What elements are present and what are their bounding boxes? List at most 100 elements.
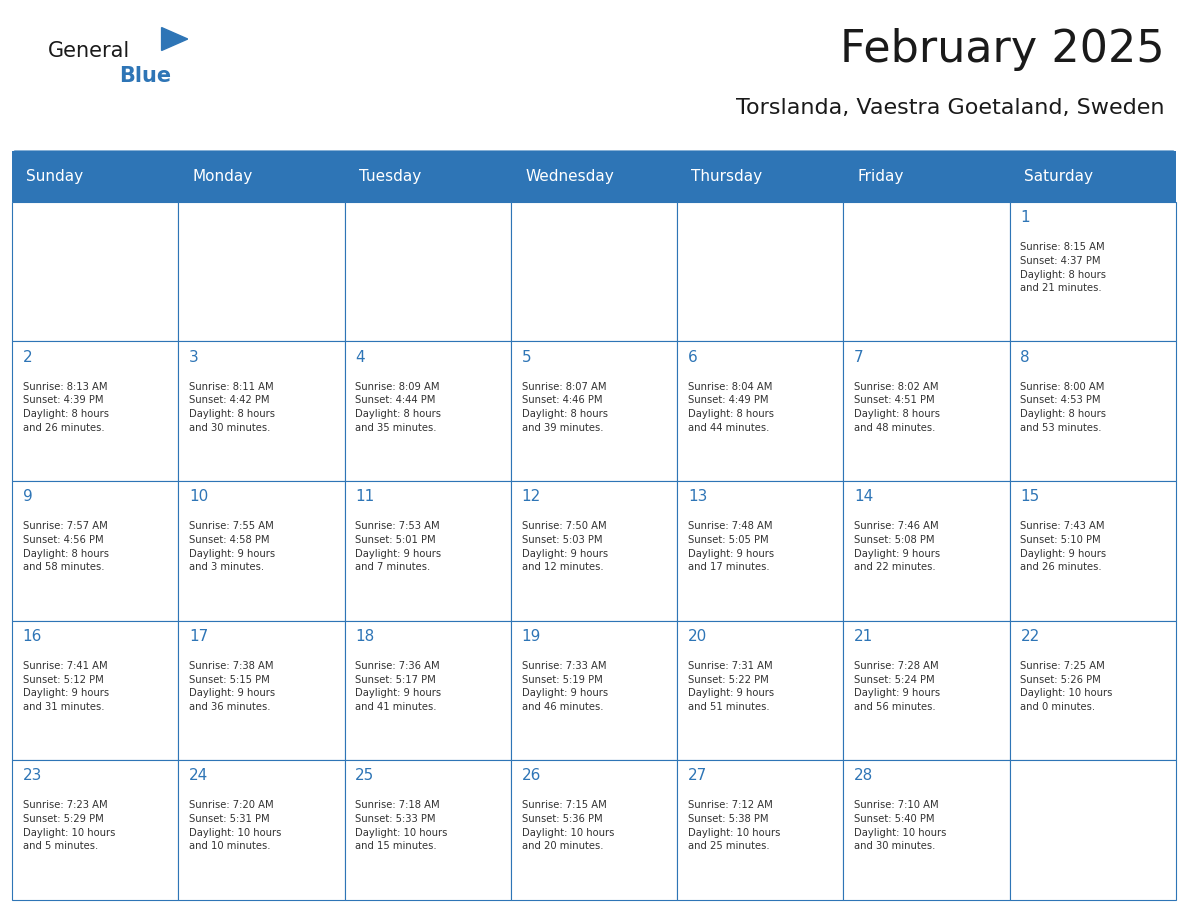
- Bar: [345, 151, 511, 202]
- Bar: [677, 621, 843, 760]
- Text: Sunrise: 7:55 AM
Sunset: 4:58 PM
Daylight: 9 hours
and 3 minutes.: Sunrise: 7:55 AM Sunset: 4:58 PM Dayligh…: [189, 521, 274, 572]
- Bar: [843, 151, 1010, 202]
- Bar: [12, 151, 178, 202]
- Bar: [1010, 151, 1176, 202]
- Text: 18: 18: [355, 629, 374, 644]
- Bar: [677, 151, 843, 202]
- Text: Sunrise: 8:11 AM
Sunset: 4:42 PM
Daylight: 8 hours
and 30 minutes.: Sunrise: 8:11 AM Sunset: 4:42 PM Dayligh…: [189, 382, 274, 432]
- Bar: [12, 202, 178, 341]
- Text: Sunrise: 7:20 AM
Sunset: 5:31 PM
Daylight: 10 hours
and 10 minutes.: Sunrise: 7:20 AM Sunset: 5:31 PM Dayligh…: [189, 800, 282, 851]
- Text: Blue: Blue: [119, 66, 171, 86]
- Text: 17: 17: [189, 629, 208, 644]
- Text: 10: 10: [189, 489, 208, 504]
- Bar: [511, 202, 677, 341]
- Bar: [178, 760, 345, 900]
- Text: 9: 9: [23, 489, 32, 504]
- Bar: [843, 202, 1010, 341]
- Text: 28: 28: [854, 768, 873, 783]
- Text: General: General: [48, 41, 129, 62]
- Bar: [843, 481, 1010, 621]
- Text: Sunrise: 7:41 AM
Sunset: 5:12 PM
Daylight: 9 hours
and 31 minutes.: Sunrise: 7:41 AM Sunset: 5:12 PM Dayligh…: [23, 661, 108, 711]
- Text: 19: 19: [522, 629, 541, 644]
- Text: 8: 8: [1020, 350, 1030, 364]
- Text: 11: 11: [355, 489, 374, 504]
- Text: Saturday: Saturday: [1024, 169, 1093, 185]
- Text: Sunrise: 8:02 AM
Sunset: 4:51 PM
Daylight: 8 hours
and 48 minutes.: Sunrise: 8:02 AM Sunset: 4:51 PM Dayligh…: [854, 382, 940, 432]
- Bar: [12, 481, 178, 621]
- Text: 6: 6: [688, 350, 697, 364]
- Text: 23: 23: [23, 768, 42, 783]
- Bar: [12, 341, 178, 481]
- Bar: [1010, 202, 1176, 341]
- Text: 13: 13: [688, 489, 707, 504]
- Text: Sunrise: 7:33 AM
Sunset: 5:19 PM
Daylight: 9 hours
and 46 minutes.: Sunrise: 7:33 AM Sunset: 5:19 PM Dayligh…: [522, 661, 607, 711]
- Text: Sunrise: 8:15 AM
Sunset: 4:37 PM
Daylight: 8 hours
and 21 minutes.: Sunrise: 8:15 AM Sunset: 4:37 PM Dayligh…: [1020, 242, 1106, 293]
- Bar: [511, 621, 677, 760]
- Text: 15: 15: [1020, 489, 1040, 504]
- Text: Sunrise: 7:18 AM
Sunset: 5:33 PM
Daylight: 10 hours
and 15 minutes.: Sunrise: 7:18 AM Sunset: 5:33 PM Dayligh…: [355, 800, 448, 851]
- Text: Sunrise: 7:31 AM
Sunset: 5:22 PM
Daylight: 9 hours
and 51 minutes.: Sunrise: 7:31 AM Sunset: 5:22 PM Dayligh…: [688, 661, 773, 711]
- Bar: [511, 151, 677, 202]
- Bar: [345, 341, 511, 481]
- Bar: [345, 621, 511, 760]
- Bar: [178, 621, 345, 760]
- Text: Sunrise: 7:38 AM
Sunset: 5:15 PM
Daylight: 9 hours
and 36 minutes.: Sunrise: 7:38 AM Sunset: 5:15 PM Dayligh…: [189, 661, 274, 711]
- Bar: [677, 760, 843, 900]
- Text: Sunrise: 7:53 AM
Sunset: 5:01 PM
Daylight: 9 hours
and 7 minutes.: Sunrise: 7:53 AM Sunset: 5:01 PM Dayligh…: [355, 521, 441, 572]
- Text: 7: 7: [854, 350, 864, 364]
- Text: Sunday: Sunday: [26, 169, 83, 185]
- Text: Tuesday: Tuesday: [359, 169, 421, 185]
- Bar: [511, 341, 677, 481]
- Text: 20: 20: [688, 629, 707, 644]
- Text: Sunrise: 7:36 AM
Sunset: 5:17 PM
Daylight: 9 hours
and 41 minutes.: Sunrise: 7:36 AM Sunset: 5:17 PM Dayligh…: [355, 661, 441, 711]
- Text: 25: 25: [355, 768, 374, 783]
- Text: 22: 22: [1020, 629, 1040, 644]
- Text: Sunrise: 7:50 AM
Sunset: 5:03 PM
Daylight: 9 hours
and 12 minutes.: Sunrise: 7:50 AM Sunset: 5:03 PM Dayligh…: [522, 521, 607, 572]
- Bar: [345, 481, 511, 621]
- Text: Sunrise: 8:13 AM
Sunset: 4:39 PM
Daylight: 8 hours
and 26 minutes.: Sunrise: 8:13 AM Sunset: 4:39 PM Dayligh…: [23, 382, 108, 432]
- Text: February 2025: February 2025: [840, 28, 1164, 71]
- Text: Sunrise: 7:57 AM
Sunset: 4:56 PM
Daylight: 8 hours
and 58 minutes.: Sunrise: 7:57 AM Sunset: 4:56 PM Dayligh…: [23, 521, 108, 572]
- Text: Friday: Friday: [858, 169, 904, 185]
- Text: 2: 2: [23, 350, 32, 364]
- Text: Sunrise: 7:43 AM
Sunset: 5:10 PM
Daylight: 9 hours
and 26 minutes.: Sunrise: 7:43 AM Sunset: 5:10 PM Dayligh…: [1020, 521, 1106, 572]
- Bar: [677, 202, 843, 341]
- Bar: [843, 341, 1010, 481]
- Text: Sunrise: 8:00 AM
Sunset: 4:53 PM
Daylight: 8 hours
and 53 minutes.: Sunrise: 8:00 AM Sunset: 4:53 PM Dayligh…: [1020, 382, 1106, 432]
- Text: 5: 5: [522, 350, 531, 364]
- Bar: [843, 760, 1010, 900]
- Bar: [12, 760, 178, 900]
- Text: 14: 14: [854, 489, 873, 504]
- Text: Sunrise: 7:48 AM
Sunset: 5:05 PM
Daylight: 9 hours
and 17 minutes.: Sunrise: 7:48 AM Sunset: 5:05 PM Dayligh…: [688, 521, 773, 572]
- Bar: [345, 202, 511, 341]
- Bar: [677, 481, 843, 621]
- Text: Sunrise: 7:23 AM
Sunset: 5:29 PM
Daylight: 10 hours
and 5 minutes.: Sunrise: 7:23 AM Sunset: 5:29 PM Dayligh…: [23, 800, 115, 851]
- Bar: [178, 151, 345, 202]
- Bar: [843, 621, 1010, 760]
- Text: Sunrise: 8:09 AM
Sunset: 4:44 PM
Daylight: 8 hours
and 35 minutes.: Sunrise: 8:09 AM Sunset: 4:44 PM Dayligh…: [355, 382, 441, 432]
- Bar: [178, 341, 345, 481]
- Text: Torslanda, Vaestra Goetaland, Sweden: Torslanda, Vaestra Goetaland, Sweden: [735, 98, 1164, 118]
- Text: 21: 21: [854, 629, 873, 644]
- Text: 3: 3: [189, 350, 198, 364]
- Text: Sunrise: 7:28 AM
Sunset: 5:24 PM
Daylight: 9 hours
and 56 minutes.: Sunrise: 7:28 AM Sunset: 5:24 PM Dayligh…: [854, 661, 940, 711]
- Text: 4: 4: [355, 350, 365, 364]
- Text: Monday: Monday: [192, 169, 253, 185]
- Text: 1: 1: [1020, 210, 1030, 225]
- Bar: [1010, 341, 1176, 481]
- Bar: [178, 202, 345, 341]
- Polygon shape: [162, 28, 188, 50]
- Text: Wednesday: Wednesday: [525, 169, 614, 185]
- Bar: [677, 341, 843, 481]
- Text: Thursday: Thursday: [691, 169, 763, 185]
- Bar: [1010, 760, 1176, 900]
- Bar: [511, 760, 677, 900]
- Bar: [1010, 481, 1176, 621]
- Text: Sunrise: 7:25 AM
Sunset: 5:26 PM
Daylight: 10 hours
and 0 minutes.: Sunrise: 7:25 AM Sunset: 5:26 PM Dayligh…: [1020, 661, 1113, 711]
- Text: Sunrise: 7:46 AM
Sunset: 5:08 PM
Daylight: 9 hours
and 22 minutes.: Sunrise: 7:46 AM Sunset: 5:08 PM Dayligh…: [854, 521, 940, 572]
- Text: Sunrise: 8:04 AM
Sunset: 4:49 PM
Daylight: 8 hours
and 44 minutes.: Sunrise: 8:04 AM Sunset: 4:49 PM Dayligh…: [688, 382, 773, 432]
- Text: Sunrise: 7:10 AM
Sunset: 5:40 PM
Daylight: 10 hours
and 30 minutes.: Sunrise: 7:10 AM Sunset: 5:40 PM Dayligh…: [854, 800, 947, 851]
- Text: Sunrise: 7:12 AM
Sunset: 5:38 PM
Daylight: 10 hours
and 25 minutes.: Sunrise: 7:12 AM Sunset: 5:38 PM Dayligh…: [688, 800, 781, 851]
- Bar: [12, 621, 178, 760]
- Text: Sunrise: 8:07 AM
Sunset: 4:46 PM
Daylight: 8 hours
and 39 minutes.: Sunrise: 8:07 AM Sunset: 4:46 PM Dayligh…: [522, 382, 607, 432]
